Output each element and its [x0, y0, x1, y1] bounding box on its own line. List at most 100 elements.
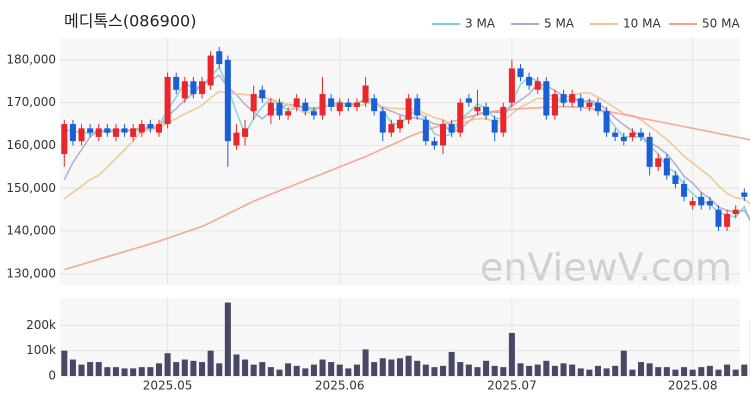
x-tick-label: 2025.08 — [668, 379, 718, 393]
candle-body — [732, 209, 739, 214]
candle-body — [517, 68, 524, 77]
volume-bar — [422, 364, 429, 376]
volume-bar — [371, 362, 378, 376]
candle-body — [663, 158, 670, 176]
volume-bar — [190, 360, 197, 376]
candle-body — [534, 81, 541, 90]
volume-bar — [508, 332, 515, 376]
candle-body — [276, 102, 283, 116]
volume-bar — [155, 363, 162, 376]
volume-bar — [732, 369, 739, 376]
candle-body — [336, 102, 343, 112]
candle-body — [577, 98, 584, 107]
candle-body — [302, 102, 309, 112]
volume-bar — [655, 367, 662, 376]
candle-body — [233, 132, 240, 146]
candle-body — [405, 98, 412, 120]
volume-bar — [577, 368, 584, 376]
candle-body — [130, 128, 137, 137]
volume-bar — [586, 369, 593, 376]
volume-bar — [405, 355, 412, 376]
candle-body — [457, 102, 464, 133]
candle-body — [440, 124, 447, 146]
volume-bar — [457, 362, 464, 376]
x-tick-label: 2025.05 — [143, 379, 193, 393]
watermark: enViewV.com — [480, 246, 732, 290]
candle-body — [594, 102, 601, 112]
volume-bar — [95, 362, 102, 376]
candle-body — [199, 81, 206, 95]
volume-bar — [87, 362, 94, 376]
volume-bar — [164, 353, 171, 376]
volume-bar — [69, 359, 76, 376]
candle-body — [741, 192, 748, 197]
candle-body — [293, 98, 300, 107]
candle-body — [181, 81, 188, 99]
candle-body — [242, 128, 249, 137]
candle-body — [362, 85, 369, 103]
volume-bar — [706, 365, 713, 376]
candle-body — [319, 94, 326, 116]
y-tick-label: 160,000 — [6, 138, 56, 152]
y-tick-label: 200k — [26, 318, 56, 332]
volume-bar — [362, 349, 369, 376]
volume-bar — [224, 302, 231, 376]
volume-bar — [689, 369, 696, 376]
volume-bar — [741, 364, 748, 376]
candle-body — [224, 59, 231, 142]
y-tick-label: 130,000 — [6, 266, 56, 280]
volume-bar — [388, 359, 395, 376]
volume-bar — [250, 364, 257, 376]
volume-bar — [345, 368, 352, 376]
candle-body — [310, 111, 317, 116]
volume-bar — [336, 364, 343, 376]
volume-bar — [543, 360, 550, 376]
volume-bar — [310, 364, 317, 376]
volume-bar — [526, 365, 533, 376]
candle-body — [672, 175, 679, 184]
candle-body — [483, 106, 490, 116]
candle-body — [638, 132, 645, 137]
y-tick-label: 0 — [48, 369, 56, 383]
volume-bar — [181, 359, 188, 376]
volume-bar — [517, 363, 524, 376]
candle-body — [586, 102, 593, 107]
volume-bar — [242, 359, 249, 376]
volume-bar — [267, 367, 274, 376]
candle-body — [250, 94, 257, 112]
volume-bar — [379, 358, 386, 376]
volume-bar — [112, 367, 119, 376]
volume-bar — [130, 368, 137, 376]
volume-bar — [551, 365, 558, 376]
candle-body — [61, 124, 68, 155]
y-tick-label: 180,000 — [6, 52, 56, 66]
candle-body — [328, 98, 335, 107]
candle-body — [345, 102, 352, 107]
candle-body — [465, 98, 472, 103]
candle-body — [474, 106, 481, 112]
ma-line — [64, 105, 750, 271]
x-tick-label: 2025.07 — [487, 379, 537, 393]
candle-body — [95, 128, 102, 137]
volume-bar — [353, 364, 360, 376]
volume-bar — [233, 354, 240, 376]
volume-bar — [396, 358, 404, 376]
candle-body — [147, 124, 154, 129]
candle-body — [612, 132, 619, 137]
volume-bar — [276, 369, 283, 376]
candle-body — [500, 106, 507, 133]
candle-body — [422, 119, 429, 142]
volume-bar — [259, 362, 266, 376]
candle-body — [164, 76, 171, 125]
candle-body — [431, 141, 438, 146]
candle-body — [560, 94, 567, 103]
volume-bar — [207, 350, 214, 376]
volume-bar — [560, 363, 567, 376]
candle-body — [655, 158, 662, 167]
volume-bar — [78, 364, 85, 376]
candle-body — [396, 119, 404, 129]
y-tick-label: 100k — [26, 343, 56, 357]
y-tick-label: 170,000 — [6, 95, 56, 109]
chart-title: 메디톡스(086900) — [64, 12, 196, 31]
